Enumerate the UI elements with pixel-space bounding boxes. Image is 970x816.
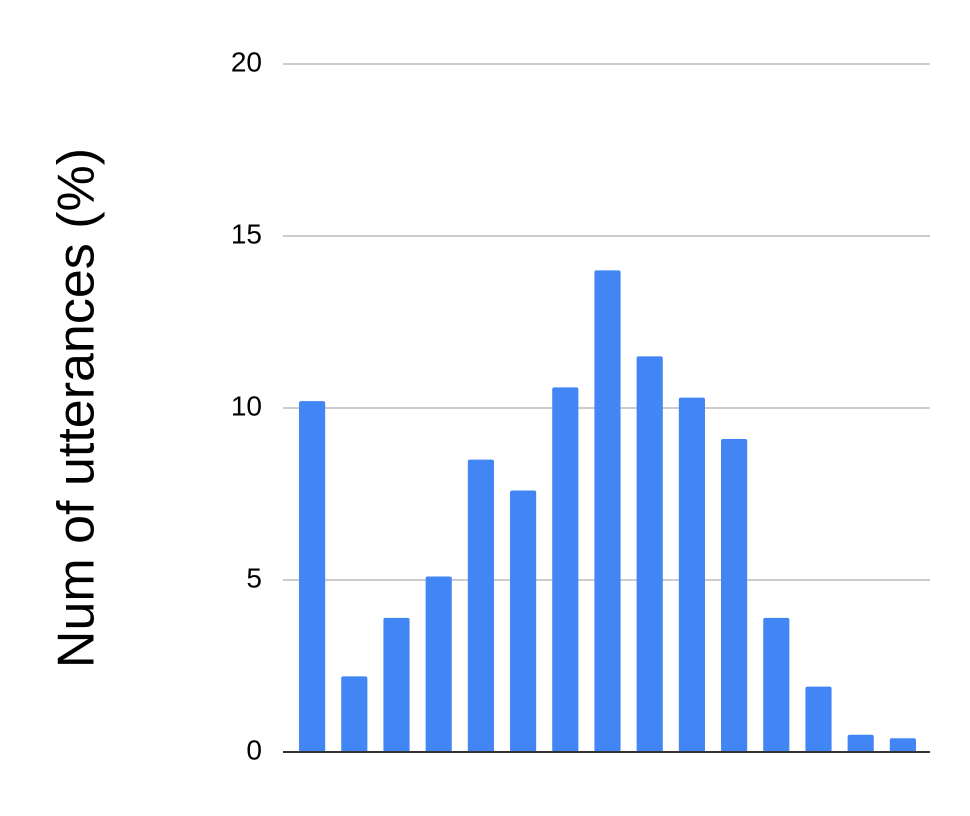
y-tick-label: 20 <box>231 46 262 77</box>
y-tick-label: 10 <box>231 390 262 421</box>
bar <box>721 438 748 752</box>
y-tick-label: 15 <box>231 218 262 249</box>
bar <box>847 734 874 752</box>
bar <box>383 617 410 752</box>
bar <box>510 490 537 752</box>
bar <box>594 270 621 752</box>
y-tick-label: 0 <box>246 734 262 765</box>
bar <box>889 738 916 752</box>
bar <box>552 387 579 752</box>
bar <box>636 356 663 752</box>
y-axis-title: Num of utterances (%) <box>48 148 106 668</box>
bar <box>805 686 832 752</box>
bar <box>763 617 790 752</box>
bar <box>299 401 326 752</box>
bar <box>425 576 452 752</box>
y-tick-label: 5 <box>246 562 262 593</box>
bar <box>467 459 494 752</box>
bar <box>678 397 705 752</box>
bar <box>341 676 368 752</box>
